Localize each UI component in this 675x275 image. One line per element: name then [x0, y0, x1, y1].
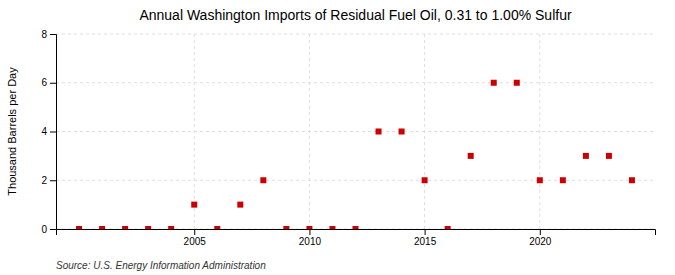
y-axis-line [50, 35, 57, 230]
grid-line [56, 82, 655, 83]
x-tick-mark [194, 229, 195, 235]
x-tick: 2010 [299, 229, 322, 247]
x-tick-mark [309, 229, 310, 235]
y-tick-mark [50, 180, 56, 181]
y-tick-label: 0 [41, 224, 47, 235]
point [445, 226, 451, 229]
y-axis: 0 2 4 6 8 [41, 29, 56, 235]
point [329, 226, 335, 229]
point [306, 226, 312, 229]
x-tick: 2005 [184, 229, 207, 247]
points [76, 80, 635, 229]
y-tick-label: 2 [41, 175, 47, 186]
y-tick-mark [50, 229, 56, 230]
grid-line [309, 34, 310, 229]
chart: 2005 2010 2015 2020 0 2 4 6 8 Annual Washington I… [0, 0, 675, 275]
point [76, 226, 82, 229]
x-axis: 2005 2010 2015 2020 [57, 229, 656, 247]
point [583, 153, 589, 159]
point [491, 80, 497, 86]
x-tick-label: 2020 [529, 236, 552, 247]
x-tick-label: 2005 [184, 236, 207, 247]
y-tick-mark [50, 83, 56, 84]
x-tick-label: 2015 [414, 236, 437, 247]
point [606, 153, 612, 159]
y-tick-label: 4 [41, 126, 47, 137]
x-tick-label: 2010 [299, 236, 322, 247]
point [468, 153, 474, 159]
y-tick: 2 [41, 175, 56, 186]
point [99, 226, 105, 229]
grid-line [539, 34, 540, 229]
x-tick-mark [540, 229, 541, 235]
x-tick: 2015 [414, 229, 437, 247]
point [191, 202, 197, 208]
point [168, 226, 174, 229]
y-tick: 0 [41, 224, 56, 235]
point [422, 177, 428, 183]
y-tick: 6 [41, 77, 56, 88]
y-axis-title: Thousand Barrels per Day [6, 67, 18, 196]
grid-line [56, 131, 655, 132]
point [537, 177, 543, 183]
grid-line [194, 34, 195, 229]
point [353, 226, 359, 229]
title: Annual Washington Imports of Residual Fu… [139, 7, 571, 23]
point [514, 80, 520, 86]
grid-line [424, 34, 425, 229]
point [122, 226, 128, 229]
point [629, 177, 635, 183]
point [145, 226, 151, 229]
point [260, 177, 266, 183]
x-axis-line [57, 230, 656, 236]
point [399, 129, 405, 135]
x-tick-mark [425, 229, 426, 235]
x-tick: 2020 [529, 229, 552, 247]
y-tick-mark [50, 132, 56, 133]
y-tick-mark [50, 34, 56, 35]
point [237, 202, 243, 208]
grid-line [56, 34, 655, 35]
y-tick-label: 6 [41, 77, 47, 88]
point [560, 177, 566, 183]
y-tick: 8 [41, 29, 56, 40]
y-tick: 4 [41, 126, 56, 137]
point [214, 226, 220, 229]
grid [56, 34, 655, 229]
point [376, 129, 382, 135]
y-tick-label: 8 [41, 29, 47, 40]
point [283, 226, 289, 229]
plot: 2005 2010 2015 2020 0 2 4 6 8 [41, 29, 655, 247]
source: Source: U.S. Energy Information Administ… [56, 260, 266, 271]
